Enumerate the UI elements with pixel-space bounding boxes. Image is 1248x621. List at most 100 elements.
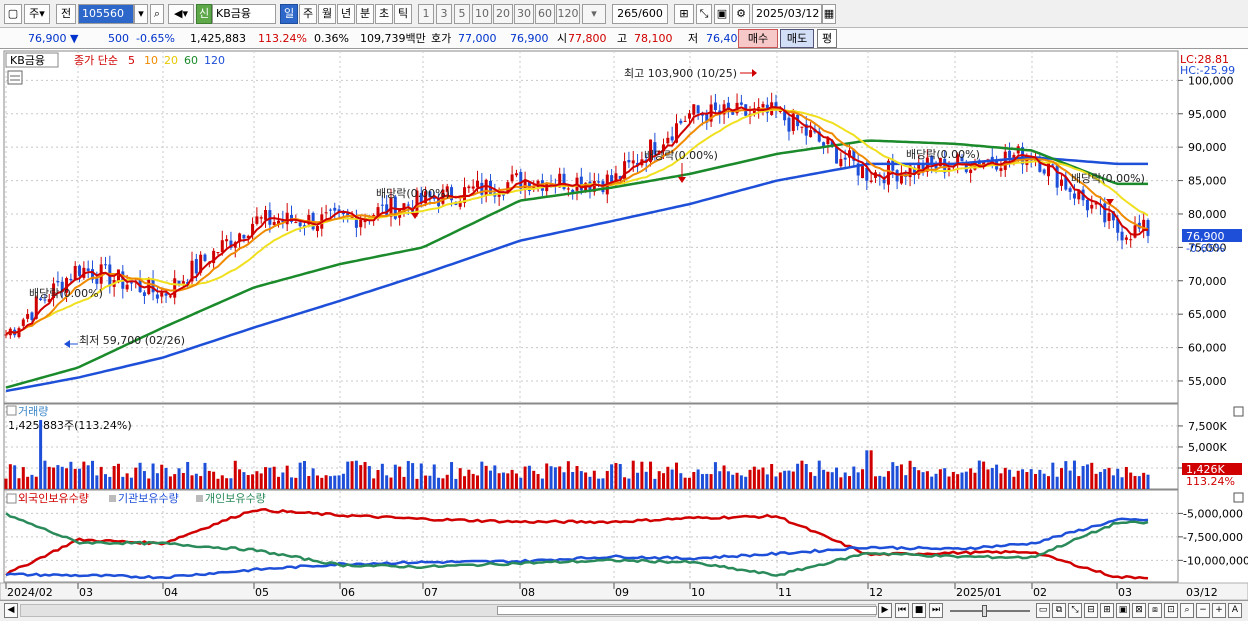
interval-5-button[interactable]: 5 — [454, 4, 470, 24]
period-month-button[interactable]: 월 — [318, 4, 336, 24]
candle-body — [4, 334, 8, 336]
volume-current-tag — [1182, 463, 1242, 475]
layout-icon-8[interactable]: ⧈ — [1148, 603, 1162, 618]
save-icon[interactable]: ▣ — [714, 4, 730, 24]
interval-10-button[interactable]: 10 — [472, 4, 492, 24]
interval-60-button[interactable]: 60 — [535, 4, 555, 24]
volume-collapse-icon[interactable] — [6, 405, 17, 416]
volume-bar — [43, 460, 47, 489]
candle-body — [649, 139, 653, 162]
layout-icon-7[interactable]: ⊠ — [1132, 603, 1146, 618]
scroll-thumb[interactable] — [497, 606, 877, 615]
layout-icon-1[interactable]: ▭ — [1036, 603, 1050, 618]
volume-bar — [1085, 464, 1089, 489]
gear-icon[interactable]: ⚙ — [732, 4, 750, 24]
interval-120-button[interactable]: 120 — [556, 4, 580, 24]
first-page-icon[interactable]: ⏮ — [895, 603, 909, 618]
scroll-left-icon[interactable]: ◀ — [4, 603, 18, 618]
interval-20-button[interactable]: 20 — [493, 4, 513, 24]
candle-body — [787, 117, 791, 132]
volume-bar — [584, 472, 588, 489]
draw-tool-icon[interactable]: ⤡ — [696, 4, 712, 24]
candle-body — [943, 158, 947, 173]
eq-button[interactable]: 평 — [817, 29, 837, 48]
calendar-icon[interactable]: ▦ — [822, 4, 836, 24]
layout-icon-5[interactable]: ⊞ — [1100, 603, 1114, 618]
candle-body — [272, 222, 276, 225]
zoom-out-search-icon[interactable]: ⌕ — [1180, 603, 1194, 618]
volume-bar — [39, 420, 43, 489]
volume-bar — [640, 461, 644, 489]
dividend-annotation-3: 배당락(0.00%) — [644, 149, 718, 162]
volume-bar — [969, 468, 973, 489]
candle-body — [886, 160, 890, 185]
candle-body — [930, 156, 934, 165]
layout-icon-3[interactable]: ⤡ — [1068, 603, 1082, 618]
window-menu-icon[interactable]: ▢ — [4, 4, 22, 24]
date-input[interactable]: 2025/03/12 — [752, 4, 822, 24]
layout-icon-9[interactable]: ⊡ — [1164, 603, 1178, 618]
volume-bar — [294, 477, 298, 489]
volume-bar — [190, 475, 194, 489]
interval-30-button[interactable]: 30 — [514, 4, 534, 24]
scroll-track[interactable] — [20, 604, 877, 617]
interval-select[interactable]: ▾ — [582, 4, 606, 24]
period-week-button[interactable]: 주 — [299, 4, 317, 24]
interval-1-button[interactable]: 1 — [418, 4, 434, 24]
candle-body — [982, 162, 986, 167]
last-page-icon[interactable]: ⏭ — [929, 603, 943, 618]
period-day-button[interactable]: 일 — [280, 4, 298, 24]
candle-body — [800, 126, 804, 128]
holdings-collapse-icon[interactable] — [6, 493, 17, 504]
prev-button[interactable]: 전 — [56, 4, 76, 24]
period-second-button[interactable]: 초 — [375, 4, 393, 24]
candle-body — [1059, 179, 1063, 186]
x-tick-label: 03 — [79, 586, 93, 599]
volume-bar — [346, 461, 350, 489]
layout-icon-6[interactable]: ▣ — [1116, 603, 1130, 618]
volume-bar — [480, 461, 484, 489]
zoom-minus-icon[interactable]: − — [1196, 603, 1210, 618]
volume-bar — [566, 461, 570, 489]
period-select[interactable]: 주▾ — [24, 4, 50, 24]
stock-name-field[interactable]: KB금융 — [212, 4, 276, 24]
candle-type-icon[interactable]: ⊞ — [674, 4, 694, 24]
sell-button[interactable]: 매도 — [780, 29, 814, 48]
volume-close-icon[interactable] — [1233, 406, 1244, 417]
code-input[interactable]: 105560 — [78, 4, 134, 24]
volume-bar — [718, 471, 722, 489]
interval-3-button[interactable]: 3 — [436, 4, 452, 24]
chart-area[interactable]: KB금융 종가 단순 5 10 20 60 120 LC:28.81 HC:-2… — [0, 49, 1248, 600]
buy-button[interactable]: 매수 — [738, 29, 778, 48]
period-tick-button[interactable]: 틱 — [394, 4, 412, 24]
zoom-slider[interactable] — [950, 610, 1030, 612]
zoom-plus-icon[interactable]: + — [1212, 603, 1226, 618]
candle-body — [826, 138, 830, 145]
volume-bar — [644, 471, 648, 489]
candlesticks — [4, 92, 1150, 339]
scroll-right-icon[interactable]: ▶ — [878, 603, 892, 618]
search-icon[interactable]: ⌕ — [150, 4, 164, 24]
layout-icon-2[interactable]: ⧉ — [1052, 603, 1066, 618]
layout-icon-4[interactable]: ⊟ — [1084, 603, 1098, 618]
volume-bar — [592, 470, 596, 489]
zoom-slider-handle[interactable] — [982, 605, 987, 617]
code-dropdown-icon[interactable]: ▾ — [134, 4, 148, 24]
speaker-icon[interactable]: ◀▾ — [168, 4, 194, 24]
sin-badge[interactable]: 신 — [196, 4, 212, 24]
open-label: 시 — [557, 32, 568, 45]
volume-bar — [843, 472, 847, 489]
period-minute-button[interactable]: 분 — [356, 4, 374, 24]
volume-bar — [476, 475, 480, 489]
count-field[interactable]: 265/600 — [612, 4, 668, 24]
volume-bar — [220, 475, 224, 489]
table-toggle-icon[interactable] — [7, 70, 23, 85]
x-tick-label: 04 — [164, 586, 178, 599]
current-price: 76,900 ▼ — [28, 32, 79, 45]
stop-icon[interactable]: ■ — [912, 603, 926, 618]
volume-bar — [549, 466, 553, 489]
holdings-close-icon[interactable] — [1233, 492, 1244, 503]
font-size-icon[interactable]: A — [1228, 603, 1242, 618]
period-year-button[interactable]: 년 — [337, 4, 355, 24]
volume-bar — [558, 466, 562, 489]
